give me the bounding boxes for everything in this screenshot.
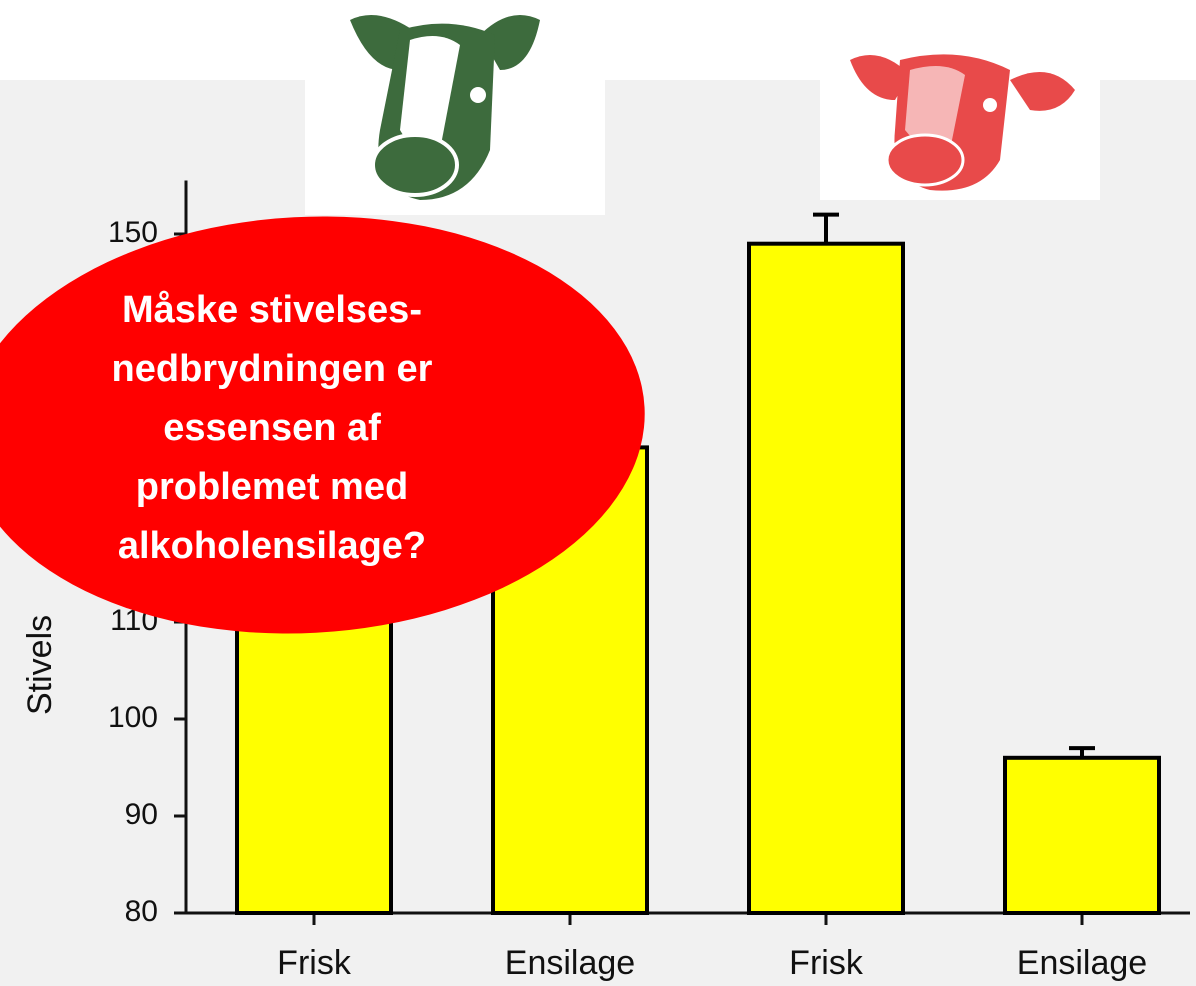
bar — [747, 241, 905, 915]
callout-text: essensen af — [163, 407, 381, 449]
y-axis-label: Stivels — [21, 615, 59, 715]
callout: Måske stivelses-nedbrydningen er essensen… — [0, 216, 645, 634]
red-cow-icon — [820, 40, 1100, 200]
x-tick-label: Frisk — [277, 944, 352, 982]
x-tick-label: Ensilage — [505, 944, 635, 982]
plot: 8090100110120130140150StivelsFriskEnsila… — [21, 180, 1190, 982]
y-tick-label: 100 — [108, 701, 158, 734]
y-tick-label: 150 — [108, 216, 158, 249]
bar — [1003, 755, 1161, 915]
y-tick-label: 90 — [125, 798, 158, 831]
callout-ellipse — [0, 216, 645, 634]
green-cow-icon — [305, 0, 605, 215]
callout-text: alkoholensilage? — [118, 525, 426, 567]
callout-text: nedbrydningen er — [112, 348, 433, 390]
x-tick-label: Frisk — [789, 944, 864, 982]
callout-text: Måske stivelses- — [122, 289, 422, 331]
callout-text: problemet med — [136, 466, 408, 508]
x-tick-label: Ensilage — [1017, 944, 1147, 982]
y-tick-label: 80 — [125, 895, 158, 928]
